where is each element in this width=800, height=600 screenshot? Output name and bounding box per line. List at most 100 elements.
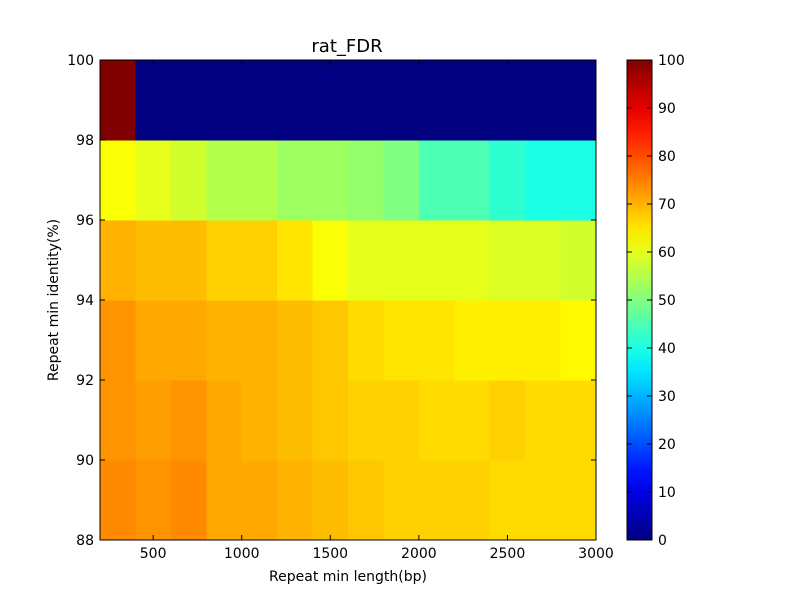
x-tick-label: 1500: [312, 546, 348, 562]
heatmap-cell: [383, 460, 420, 541]
heatmap-cell: [277, 380, 313, 461]
heatmap-cell: [383, 300, 420, 381]
heatmap-cell: [170, 140, 207, 221]
heatmap-cell: [489, 460, 526, 541]
y-axis-label: Repeat min identity(%): [46, 219, 62, 381]
x-tick-label: 2000: [401, 546, 437, 562]
heatmap-cell: [560, 460, 597, 541]
heatmap-cell: [525, 60, 561, 141]
heatmap-cell: [135, 140, 172, 221]
heatmap-cell: [560, 300, 597, 381]
heatmap-cell: [170, 220, 207, 301]
heatmap-cell: [100, 220, 136, 301]
heatmap-cell: [135, 460, 172, 541]
heatmap-cell: [277, 300, 313, 381]
colorbar-tick-label: 30: [658, 389, 676, 405]
heatmap-cell: [418, 300, 455, 381]
colorbar-tick-label: 50: [658, 293, 676, 309]
heatmap-cell: [418, 60, 455, 141]
heatmap-cell: [454, 220, 491, 301]
colorbar-tick-label: 60: [658, 245, 676, 261]
heatmap-cell: [206, 60, 243, 141]
heatmap-cell: [277, 140, 313, 221]
heatmap-cell: [277, 460, 313, 541]
colorbar-ticks: 0 10 20 30 40 50 60 70 80 90 100: [627, 53, 685, 549]
heatmap-cell: [525, 140, 561, 221]
heatmap-cell: [383, 60, 420, 141]
x-axis-label: Repeat min length(bp): [269, 569, 427, 585]
heatmap-cell: [170, 460, 207, 541]
heatmap-cell: [206, 300, 243, 381]
y-tick-label: 94: [76, 293, 94, 309]
heatmap-cell: [418, 460, 455, 541]
heatmap-cell: [206, 380, 243, 461]
heatmap-cell: [489, 380, 526, 461]
heatmap-cell: [100, 60, 136, 141]
heatmap-cell: [418, 140, 455, 221]
y-tick-label: 96: [76, 213, 94, 229]
heatmap-cell: [312, 300, 349, 381]
heatmap-cell: [312, 380, 349, 461]
heatmap-cell: [348, 220, 384, 301]
heatmap-cell: [241, 220, 278, 301]
heatmap-cell: [560, 140, 597, 221]
heatmap-cell: [100, 460, 136, 541]
heatmap-cell: [241, 140, 278, 221]
x-tick-label: 3000: [578, 546, 614, 562]
x-tick-label: 2500: [490, 546, 526, 562]
heatmap-cell: [100, 140, 136, 221]
heatmap-cell: [489, 140, 526, 221]
y-tick-label: 88: [76, 533, 94, 549]
heatmap-cell: [560, 60, 597, 141]
heatmap-cell: [454, 300, 491, 381]
heatmap-cell: [348, 300, 384, 381]
heatmap-cell: [170, 60, 207, 141]
chart-title: rat_FDR: [311, 36, 382, 57]
heatmap-cell: [206, 220, 243, 301]
heatmap-cell: [241, 380, 278, 461]
heatmap-cell: [312, 60, 349, 141]
heatmap-cell: [312, 460, 349, 541]
heatmap-cell: [206, 140, 243, 221]
heatmap-cell: [170, 380, 207, 461]
heatmap-cell: [312, 140, 349, 221]
y-tick-label: 100: [67, 53, 94, 69]
heatmap-cell: [454, 60, 491, 141]
heatmap-cell: [454, 380, 491, 461]
heatmap-cell: [383, 380, 420, 461]
heatmap-cell: [489, 300, 526, 381]
heatmap-cell: [100, 300, 136, 381]
heatmap-cell: [383, 220, 420, 301]
heatmap-cell: [348, 140, 384, 221]
heatmap-cell: [100, 380, 136, 461]
heatmap-cell: [206, 460, 243, 541]
y-axis-ticks: 88 90 92 94 96 98 100: [67, 53, 596, 549]
heatmap-cell: [135, 220, 172, 301]
heatmap-cell: [277, 60, 313, 141]
heatmap-cell: [135, 60, 172, 141]
y-tick-label: 92: [76, 373, 94, 389]
colorbar-tick-label: 40: [658, 341, 676, 357]
heatmap-cell: [454, 140, 491, 221]
heatmap-cell: [241, 460, 278, 541]
heatmap-cell: [525, 380, 561, 461]
x-tick-label: 500: [140, 546, 167, 562]
heatmap-cell: [348, 460, 384, 541]
y-tick-label: 98: [76, 133, 94, 149]
y-tick-label: 90: [76, 453, 94, 469]
heatmap-cell: [241, 300, 278, 381]
heatmap-cell: [418, 220, 455, 301]
heatmap-cell: [277, 220, 313, 301]
heatmap-cell: [348, 380, 384, 461]
heatmap-cell: [525, 460, 561, 541]
heatmap-cell: [170, 300, 207, 381]
heatmap-cell: [454, 460, 491, 541]
x-axis-ticks: 500 1000 1500 2000 2500 3000: [140, 60, 614, 562]
colorbar-tick-label: 80: [658, 149, 676, 165]
heatmap-cell: [312, 220, 349, 301]
x-tick-label: 1000: [224, 546, 260, 562]
colorbar-tick-label: 0: [658, 533, 667, 549]
colorbar-tick-label: 100: [658, 53, 685, 69]
heatmap-cell: [560, 220, 597, 301]
